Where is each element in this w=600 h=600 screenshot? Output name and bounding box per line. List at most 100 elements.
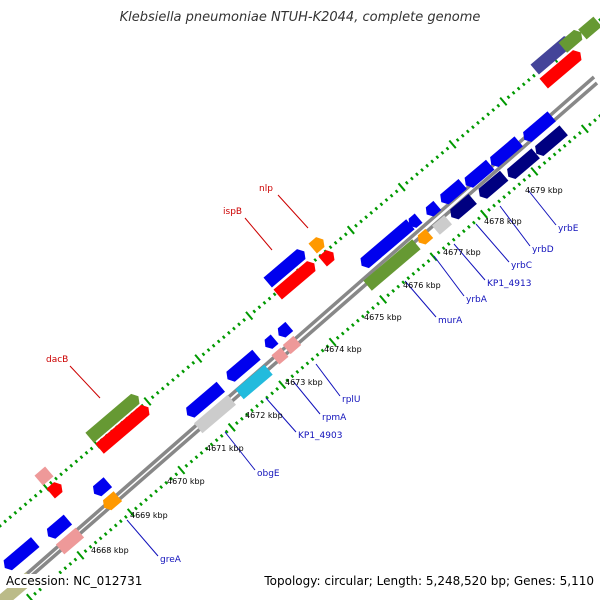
- callout-yrbe: [527, 189, 557, 226]
- minor-tick: [165, 382, 170, 387]
- minor-tick: [410, 176, 414, 181]
- gene-label-kp1-4903: KP1_4903: [298, 431, 342, 441]
- minor-tick: [149, 493, 153, 498]
- minor-tick: [486, 112, 491, 117]
- minor-tick: [219, 433, 224, 438]
- minor-tick: [206, 348, 211, 352]
- minor-tick: [567, 139, 572, 144]
- feature-small-red: [46, 482, 63, 499]
- gene-label-ispb: ispB: [223, 207, 242, 217]
- minor-tick: [340, 331, 345, 336]
- feature-obge-cds: [194, 394, 236, 434]
- minor-tick: [113, 523, 118, 528]
- minor-tick: [23, 502, 28, 507]
- minor-tick: [436, 250, 441, 255]
- minor-tick: [456, 233, 461, 238]
- minor-tick: [28, 498, 33, 502]
- kbp-label: 4679 kbp: [525, 186, 563, 195]
- gene-label-obge: obgE: [257, 469, 280, 479]
- minor-tick: [512, 186, 517, 191]
- major-tick: [448, 139, 457, 149]
- minor-tick: [343, 232, 348, 237]
- minor-tick: [98, 536, 103, 541]
- feature-ispb-gene: [263, 249, 306, 288]
- minor-tick: [237, 322, 241, 327]
- minor-tick: [366, 310, 370, 315]
- minor-tick: [421, 263, 426, 268]
- kbp-label: 4675 kbp: [364, 313, 402, 322]
- kbp-label: 4670 kbp: [167, 477, 205, 486]
- minor-tick: [371, 306, 375, 310]
- genome-summary-text: Topology: circular; Length: 5,248,520 bp…: [262, 574, 596, 588]
- minor-tick: [221, 335, 226, 340]
- minor-tick: [224, 429, 229, 434]
- callout-kp1-4903: [265, 397, 297, 433]
- minor-tick: [33, 493, 38, 498]
- callout-lines: [69, 189, 557, 557]
- major-tick: [227, 422, 236, 432]
- callout-rpma: [292, 380, 321, 415]
- feature-nlp-cds: [318, 250, 335, 267]
- minor-tick: [285, 378, 290, 383]
- minor-tick: [516, 86, 521, 91]
- minor-tick: [404, 180, 409, 185]
- minor-tick: [460, 133, 465, 138]
- minor-tick: [497, 199, 501, 204]
- feature-left-pink: [55, 527, 85, 555]
- minor-tick: [255, 404, 259, 408]
- minor-tick: [171, 378, 175, 382]
- minor-tick: [199, 451, 204, 455]
- major-tick: [479, 209, 488, 219]
- gene-label-mura: murA: [438, 316, 463, 326]
- minor-tick: [577, 131, 582, 135]
- feature-top-green-2: [578, 16, 600, 40]
- minor-tick: [232, 326, 236, 331]
- gene-label-dacb: dacB: [46, 355, 68, 365]
- feature-grea-gene: [93, 477, 113, 497]
- minor-tick: [471, 125, 475, 130]
- feature-yrbd-gene: [464, 159, 495, 188]
- minor-tick: [379, 202, 384, 207]
- minor-tick: [88, 544, 93, 549]
- feature-dacb-cds: [95, 404, 150, 454]
- feature-grea-cds: [103, 491, 123, 511]
- kbp-label: 4672 kbp: [245, 411, 283, 420]
- minor-tick: [521, 82, 526, 87]
- feature-kp1-4913-gene: [425, 200, 442, 217]
- minor-tick: [552, 152, 557, 157]
- major-tick: [278, 380, 287, 390]
- minor-tick: [517, 182, 522, 187]
- minor-tick: [593, 118, 597, 123]
- minor-tick: [465, 129, 470, 134]
- feature-yrbe-gene: [490, 136, 523, 167]
- major-tick: [580, 124, 589, 134]
- feature-dacb-gene: [85, 393, 140, 443]
- minor-tick: [391, 288, 396, 293]
- feature-yrbc-cds: [450, 194, 477, 220]
- minor-tick: [194, 455, 199, 460]
- minor-tick: [496, 103, 501, 108]
- minor-tick: [532, 73, 536, 78]
- gene-label-rpma: rpmA: [322, 413, 347, 423]
- feature-yrbe-cds-2: [535, 125, 568, 156]
- minor-tick: [74, 459, 79, 464]
- minor-tick: [466, 224, 471, 229]
- major-tick: [126, 508, 135, 518]
- minor-tick: [527, 173, 532, 178]
- minor-tick: [411, 271, 416, 276]
- minor-tick: [350, 323, 355, 327]
- minor-tick: [441, 246, 446, 251]
- major-tick: [499, 96, 508, 106]
- major-tick: [76, 550, 85, 560]
- minor-tick: [63, 566, 68, 571]
- minor-tick: [335, 335, 340, 340]
- minor-tick: [315, 352, 320, 357]
- major-tick: [25, 593, 34, 600]
- feature-yrbc-gene: [440, 179, 467, 205]
- minor-tick: [492, 203, 496, 208]
- minor-tick: [257, 305, 262, 310]
- minor-tick: [481, 116, 485, 121]
- minor-tick: [3, 519, 8, 524]
- minor-tick: [416, 267, 421, 272]
- gene-label-kp1-4913: KP1_4913: [487, 279, 531, 289]
